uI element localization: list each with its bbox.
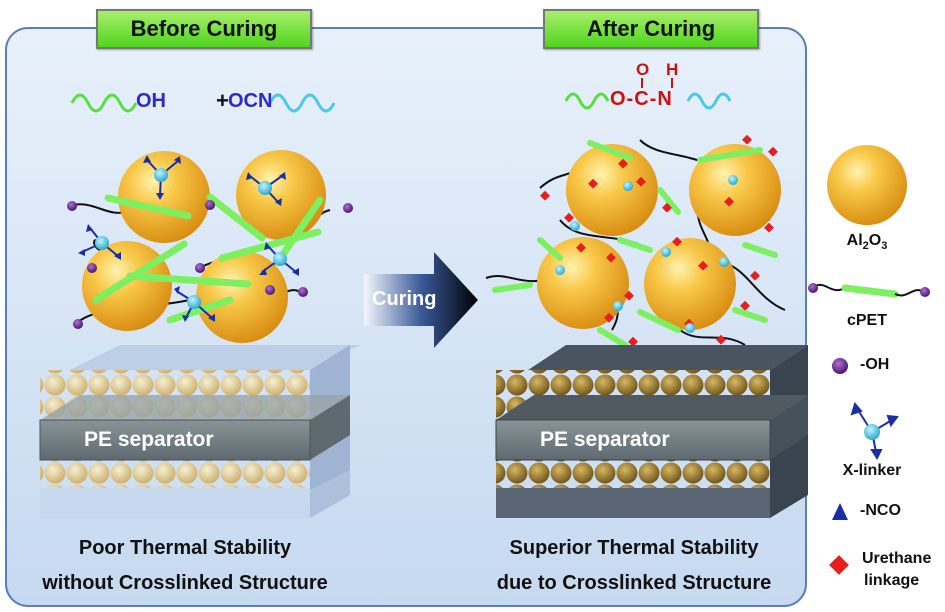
legend-alumina-icon (827, 145, 907, 225)
before-separator-stack (39, 345, 360, 518)
legend-urethane-label-1: Urethane (862, 550, 932, 567)
urethane-left-wave (564, 92, 610, 110)
before-cluster (67, 150, 353, 343)
legend-urethane-label-2: linkage (864, 572, 920, 589)
after-caption-line1: Superior Thermal Stability (509, 537, 759, 559)
after-separator-stack (495, 345, 808, 518)
legend-cpet-label: cPET (846, 312, 887, 329)
urethane-h-label: H (666, 60, 679, 79)
before-caption-line2: without Crosslinked Structure (42, 572, 328, 594)
reaction-plus-label: + (216, 88, 229, 113)
urethane-chain-label: O-C-N (610, 88, 673, 110)
urethane-o-label: O (636, 60, 650, 79)
reaction-ocn-label: OCN (228, 90, 273, 112)
legend-nco-icon (832, 503, 848, 520)
before-separator-label: PE separator (84, 428, 214, 451)
after-cluster (485, 134, 786, 348)
after-caption-line2: due to Crosslinked Structure (496, 572, 772, 594)
legend-nco-label: -NCO (860, 502, 901, 519)
after-separator-bar (495, 419, 771, 461)
before-caption-line1: Poor Thermal Stability (78, 537, 292, 559)
after-separator-label: PE separator (540, 428, 670, 451)
curing-arrow (364, 252, 478, 348)
legend-cpet-icon (808, 283, 930, 298)
legend-alumina-label: Al2O3 (846, 232, 888, 253)
after-curing-header: After Curing (543, 9, 759, 49)
legend-xlinker-label: X-linker (842, 462, 902, 479)
ocn-chain-wave (268, 93, 336, 113)
before-curing-header: Before Curing (96, 9, 312, 49)
reaction-oh-label: OH (136, 90, 166, 112)
curing-arrow-label: Curing (372, 288, 437, 310)
urethane-right-wave (686, 92, 732, 110)
legend-oh-icon (832, 358, 848, 374)
legend-oh-label: -OH (860, 356, 890, 373)
legend-xlinker-icon (850, 401, 899, 461)
oh-chain-wave (70, 93, 138, 113)
before-separator-bar (39, 419, 311, 461)
legend-urethane-icon (829, 555, 849, 575)
